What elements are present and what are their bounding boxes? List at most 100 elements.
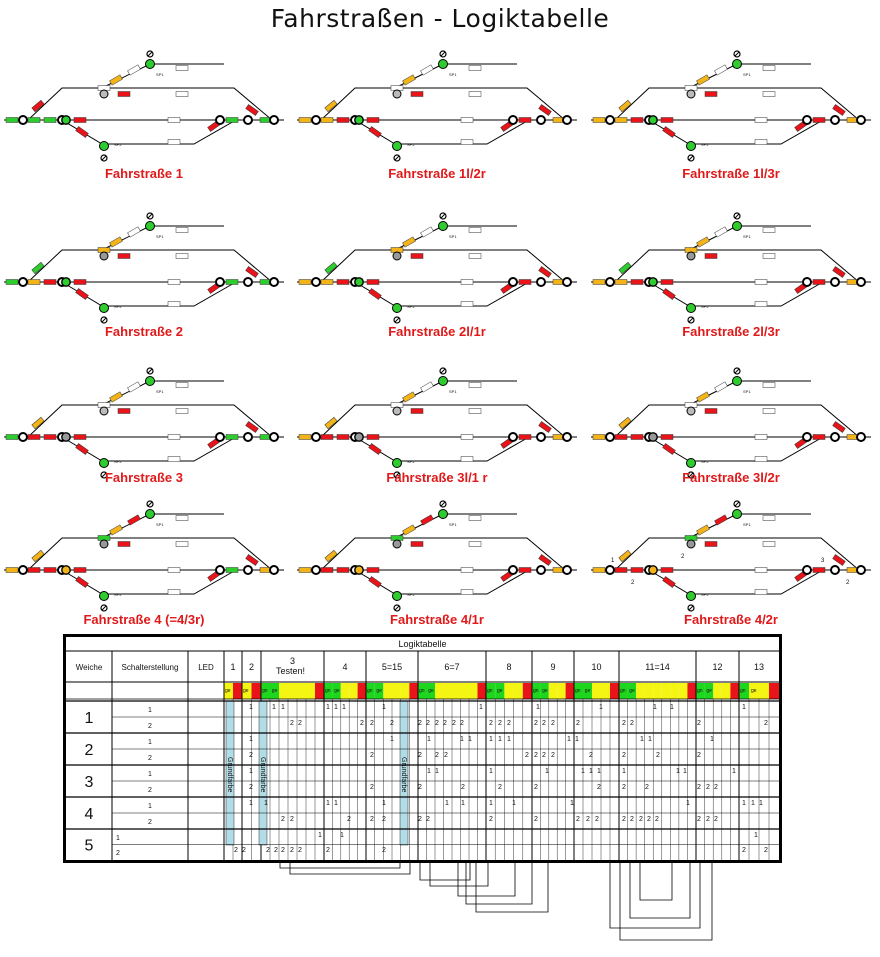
track-line [648, 569, 824, 595]
color-label: ge [585, 688, 591, 694]
track-line [614, 404, 860, 438]
weiche-number: 4 [85, 806, 94, 823]
track-line [614, 87, 860, 121]
track-block [320, 434, 334, 440]
color-cell [557, 683, 566, 699]
logic-value: 2 [764, 720, 768, 727]
track-block [368, 576, 382, 588]
color-cell [653, 683, 662, 699]
track-block [468, 253, 482, 259]
track-block [109, 74, 123, 86]
switch-number: 2 [631, 580, 635, 586]
color-cell [759, 683, 769, 699]
group-header: 1 [230, 662, 235, 672]
switch-number: 2 [846, 580, 850, 586]
signal-icon [354, 432, 364, 442]
color-cell [592, 683, 601, 699]
signal-icon [392, 406, 402, 416]
track-block [245, 104, 259, 116]
color-cell [610, 683, 619, 699]
logic-value: 2 [461, 784, 465, 791]
color-cell [769, 683, 779, 699]
logic-value: 2 [382, 816, 386, 823]
logic-value: 2 [498, 784, 502, 791]
signal-icon [802, 277, 812, 287]
logic-value: 1 [489, 736, 493, 743]
logic-value: 1 [468, 736, 472, 743]
sp2-label: SP2 [407, 304, 415, 309]
weiche-number: 2 [85, 742, 94, 759]
track-block [754, 567, 768, 573]
logic-value: 1 [732, 768, 736, 775]
track-block [5, 434, 19, 440]
track-block [368, 126, 382, 138]
logic-value: 2 [656, 752, 660, 759]
logic-value: 1 [445, 800, 449, 807]
track-block [614, 567, 628, 573]
color-cell [532, 683, 541, 699]
logic-value: 1 [427, 736, 431, 743]
track-block [538, 554, 552, 566]
color-label: ge [225, 688, 231, 694]
sp2-label: SP2 [407, 592, 415, 597]
lamp-icon [147, 501, 153, 507]
track-block [614, 279, 628, 285]
color-cell [627, 683, 637, 699]
track-block [832, 554, 846, 566]
track-block [31, 416, 45, 430]
sp1-label: SP1 [156, 389, 164, 394]
track-block [518, 279, 532, 285]
lamp-icon [440, 368, 446, 374]
signal-icon [99, 591, 109, 601]
track-block [762, 515, 776, 521]
track-block [245, 266, 259, 278]
lamp-icon [440, 213, 446, 219]
weiche-number: 3 [85, 774, 94, 791]
signal-icon [392, 539, 402, 549]
color-cell [288, 683, 297, 699]
signal-icon [145, 221, 155, 231]
track-block [298, 434, 312, 440]
track-block [754, 434, 768, 440]
track-line [27, 404, 273, 438]
logic-value: 2 [242, 847, 246, 854]
track-block [696, 524, 710, 536]
grundfarbe-label: Grundfarbe [400, 757, 407, 793]
logic-value: 2 [249, 784, 253, 791]
signal-icon [18, 432, 28, 442]
track-block [832, 104, 846, 116]
lamp-icon [101, 317, 107, 323]
track-line [27, 537, 273, 571]
track-block [754, 589, 768, 595]
color-cell [349, 683, 358, 699]
signal-icon [536, 277, 546, 287]
logic-value: 1 [390, 736, 394, 743]
logic-value: 1 [754, 832, 758, 839]
logic-value: 2 [360, 720, 364, 727]
sp1-label: SP1 [449, 389, 457, 394]
track-block [320, 117, 334, 123]
signal-icon [732, 509, 742, 519]
track-block [410, 408, 424, 414]
sp1-label: SP1 [743, 389, 751, 394]
track-block [696, 236, 710, 248]
position-label: 1 [148, 739, 152, 746]
logic-value: 2 [426, 816, 430, 823]
logic-value: 2 [645, 784, 649, 791]
sp2-label: SP2 [701, 304, 709, 309]
route-caption: Fahrstraße 2l/3r [682, 324, 780, 339]
route-caption: Fahrstraße 4 (=4/3r) [83, 612, 205, 627]
position-label: 2 [148, 819, 152, 826]
track-block [117, 253, 131, 259]
track-block [614, 117, 628, 123]
track-block [127, 64, 141, 76]
logic-value: 1 [249, 704, 253, 711]
group-header: 10 [591, 662, 601, 672]
track-block [812, 279, 826, 285]
track-block [175, 541, 189, 547]
signal-icon [562, 277, 572, 287]
color-cell [749, 683, 759, 699]
color-cell [540, 683, 549, 699]
lamp-icon [734, 501, 740, 507]
logic-value: 2 [460, 720, 464, 727]
